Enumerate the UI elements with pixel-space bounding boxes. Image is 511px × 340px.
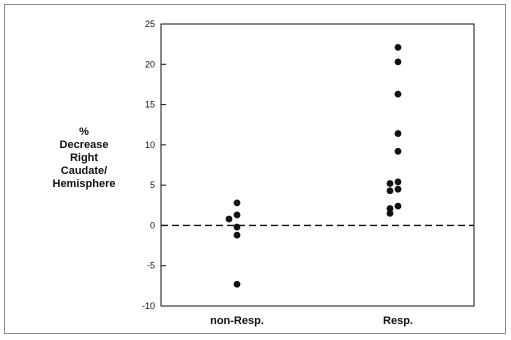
data-point (386, 180, 394, 187)
y-tick-label: -5 (147, 261, 155, 271)
data-point (394, 43, 402, 51)
figure-frame (4, 4, 506, 334)
y-tick-label: -10 (142, 301, 155, 311)
data-point (233, 211, 241, 219)
data-point (386, 187, 394, 195)
data-point (394, 202, 402, 210)
data-point (233, 231, 241, 239)
data-point (394, 185, 402, 193)
x-category-label: non-Resp. (210, 315, 264, 327)
data-point (386, 205, 394, 212)
data-point (225, 215, 233, 223)
data-point (394, 147, 402, 155)
y-axis-label-line: Hemisphere (52, 178, 116, 190)
y-tick-label: 5 (150, 180, 155, 190)
x-axis-categories: non-Resp. Resp. (210, 315, 413, 327)
data-point (386, 209, 394, 217)
data-point (233, 223, 241, 231)
plot-area (160, 23, 475, 307)
y-tick-label: 15 (145, 100, 155, 110)
y-tick-label: 25 (145, 19, 155, 29)
y-tick-label: 20 (145, 59, 155, 69)
x-category-label: Resp. (383, 315, 413, 327)
data-point (394, 178, 402, 186)
y-tick-label: 0 (150, 220, 155, 230)
data-points (225, 43, 402, 288)
y-tick-label: 10 (145, 140, 155, 150)
y-axis-label: % Decrease Right Caudate/ Hemisphere (28, 126, 140, 191)
y-axis-label-line: Decrease (59, 139, 109, 151)
data-point (233, 199, 241, 207)
y-axis-label-line: % (79, 126, 89, 138)
data-point (394, 90, 402, 98)
data-point (394, 58, 402, 66)
y-axis-ticks: 25 20 15 10 5 0 -5 -10 (142, 19, 166, 311)
y-axis-label-line: Right (69, 152, 99, 164)
data-point (233, 280, 241, 288)
y-axis-label-line: Caudate/ (60, 165, 108, 177)
data-point (394, 130, 402, 137)
